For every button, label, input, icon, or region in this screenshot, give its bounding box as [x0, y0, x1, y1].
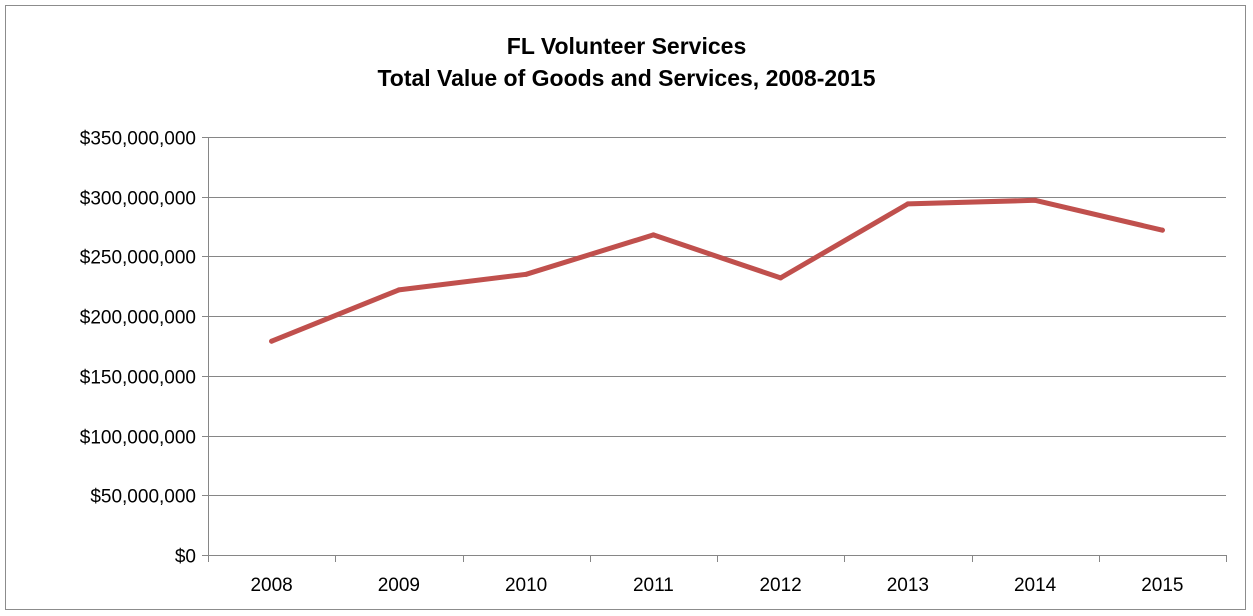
y-tick-label: $350,000,000 — [80, 129, 196, 150]
y-axis-tick-labels: $0 $50,000,000 $100,000,000 $150,000,000 $20… — [80, 129, 196, 568]
y-tick-label: $50,000,000 — [90, 487, 196, 508]
chart-frame — [5, 5, 1246, 610]
x-tick-label: 2014 — [1014, 575, 1057, 596]
x-tick-label: 2009 — [378, 575, 420, 596]
x-tick-label: 2013 — [887, 575, 929, 596]
series-layer — [269, 197, 1165, 344]
gridlines — [208, 137, 1226, 496]
y-tick-label: $250,000,000 — [80, 248, 196, 269]
y-tick-label: $300,000,000 — [80, 189, 196, 210]
x-tick-label: 2010 — [505, 575, 547, 596]
chart-subtitle: Total Value of Goods and Services, 2008-… — [377, 65, 876, 91]
y-tick-label: $200,000,000 — [80, 308, 196, 329]
x-tick-label: 2008 — [250, 575, 292, 596]
y-tick-label: $0 — [175, 547, 196, 568]
data-point — [905, 201, 911, 207]
data-point — [269, 338, 275, 344]
data-point — [650, 232, 656, 238]
axes — [202, 137, 1227, 562]
y-tick-label: $150,000,000 — [80, 368, 196, 389]
y-tick-label: $100,000,000 — [80, 428, 196, 449]
x-tick-label: 2012 — [759, 575, 801, 596]
data-point — [1032, 197, 1038, 203]
data-point — [778, 275, 784, 281]
data-point — [396, 287, 402, 293]
x-axis-tick-labels: 2008 2009 2010 2011 2012 2013 2014 2015 — [250, 575, 1183, 596]
x-tick-label: 2015 — [1141, 575, 1183, 596]
data-point — [523, 271, 529, 277]
series-line — [269, 197, 1165, 344]
chart-title-block: FL Volunteer Services Total Value of Goo… — [0, 30, 1253, 94]
data-point — [1159, 227, 1165, 233]
x-tick-label: 2011 — [633, 575, 674, 596]
chart-title: FL Volunteer Services — [506, 33, 747, 59]
